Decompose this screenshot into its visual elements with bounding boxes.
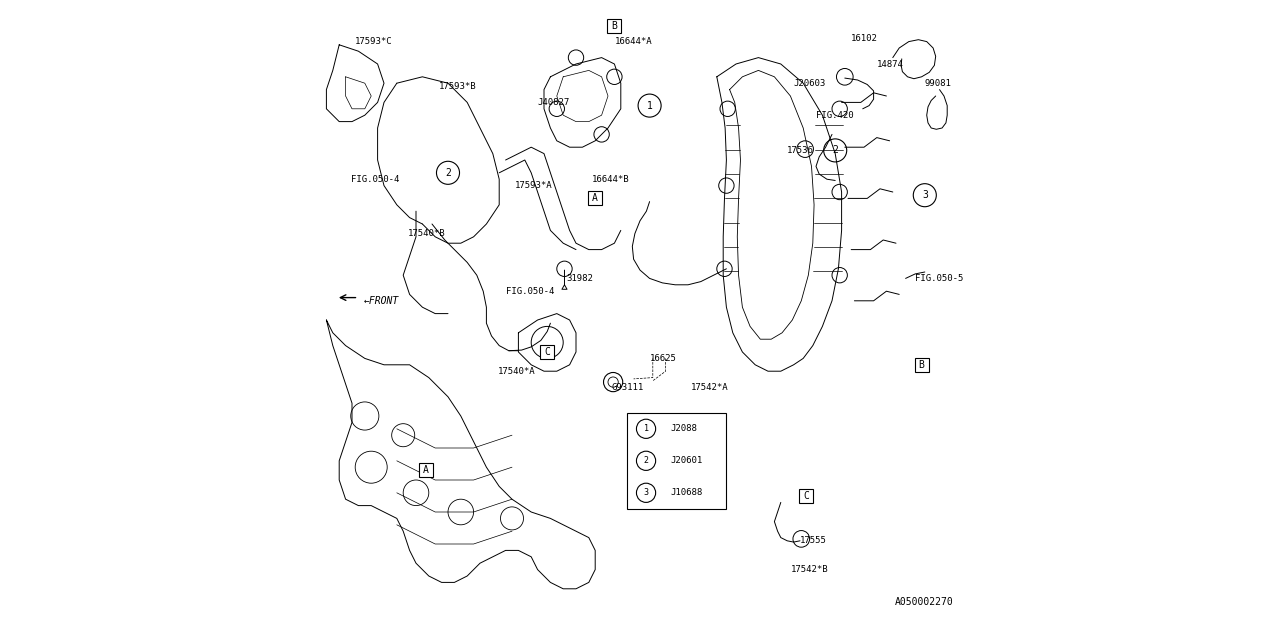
Text: 14874: 14874 <box>877 60 904 68</box>
Text: J20601: J20601 <box>669 456 703 465</box>
FancyBboxPatch shape <box>799 489 814 503</box>
Text: 2: 2 <box>832 145 838 156</box>
Text: 17540*A: 17540*A <box>498 367 535 376</box>
Text: 3: 3 <box>644 488 649 497</box>
Text: 99081: 99081 <box>924 79 951 88</box>
Text: C: C <box>544 347 550 357</box>
Text: J2088: J2088 <box>669 424 696 433</box>
Text: 17542*B: 17542*B <box>791 565 828 574</box>
Text: A: A <box>422 465 429 476</box>
Text: 17536: 17536 <box>787 146 814 155</box>
Text: A050002270: A050002270 <box>895 596 954 607</box>
Text: FIG.050-4: FIG.050-4 <box>351 175 399 184</box>
Text: 1: 1 <box>646 100 653 111</box>
FancyBboxPatch shape <box>589 191 603 205</box>
FancyBboxPatch shape <box>914 358 929 372</box>
FancyBboxPatch shape <box>540 345 554 359</box>
Text: 2: 2 <box>644 456 649 465</box>
Text: FIG.050-5: FIG.050-5 <box>915 274 964 283</box>
Text: 16625: 16625 <box>650 354 676 363</box>
Text: 17593*C: 17593*C <box>356 37 393 46</box>
Text: FIG.420: FIG.420 <box>817 111 854 120</box>
Text: J20603: J20603 <box>794 79 826 88</box>
Text: ←FRONT: ←FRONT <box>364 296 399 306</box>
FancyBboxPatch shape <box>627 413 727 509</box>
FancyBboxPatch shape <box>419 463 433 477</box>
FancyBboxPatch shape <box>608 19 622 33</box>
Text: 31982: 31982 <box>566 274 593 283</box>
Text: 16644*B: 16644*B <box>591 175 630 184</box>
Text: 3: 3 <box>922 190 928 200</box>
Text: J40827: J40827 <box>538 98 570 107</box>
Text: B: B <box>919 360 924 370</box>
Text: 17540*B: 17540*B <box>408 229 445 238</box>
Text: 2: 2 <box>445 168 451 178</box>
Text: 16644*A: 16644*A <box>614 37 652 46</box>
Text: 17593*A: 17593*A <box>516 181 553 190</box>
Text: 1: 1 <box>644 424 649 433</box>
Text: J10688: J10688 <box>669 488 703 497</box>
Text: B: B <box>612 20 617 31</box>
Text: 17542*A: 17542*A <box>691 383 728 392</box>
Text: FIG.050-4: FIG.050-4 <box>506 287 554 296</box>
Text: G93111: G93111 <box>612 383 644 392</box>
Text: 17555: 17555 <box>800 536 827 545</box>
Text: A: A <box>593 193 598 204</box>
Text: 17593*B: 17593*B <box>438 82 476 91</box>
Text: 16102: 16102 <box>851 34 878 43</box>
Text: C: C <box>804 491 809 501</box>
